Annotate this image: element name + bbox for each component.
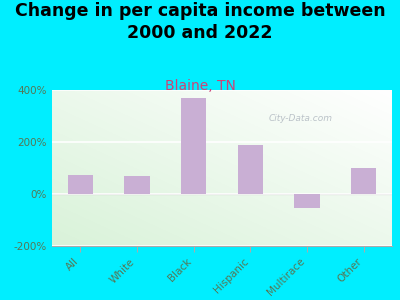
Bar <box>181 98 206 194</box>
Text: Blaine, TN: Blaine, TN <box>164 80 236 94</box>
Bar <box>294 194 320 208</box>
Text: City-Data.com: City-Data.com <box>268 114 332 123</box>
Bar <box>351 168 376 194</box>
Bar <box>68 175 93 194</box>
Text: Change in per capita income between
2000 and 2022: Change in per capita income between 2000… <box>15 2 385 42</box>
Bar <box>238 145 263 194</box>
Bar <box>124 176 150 194</box>
